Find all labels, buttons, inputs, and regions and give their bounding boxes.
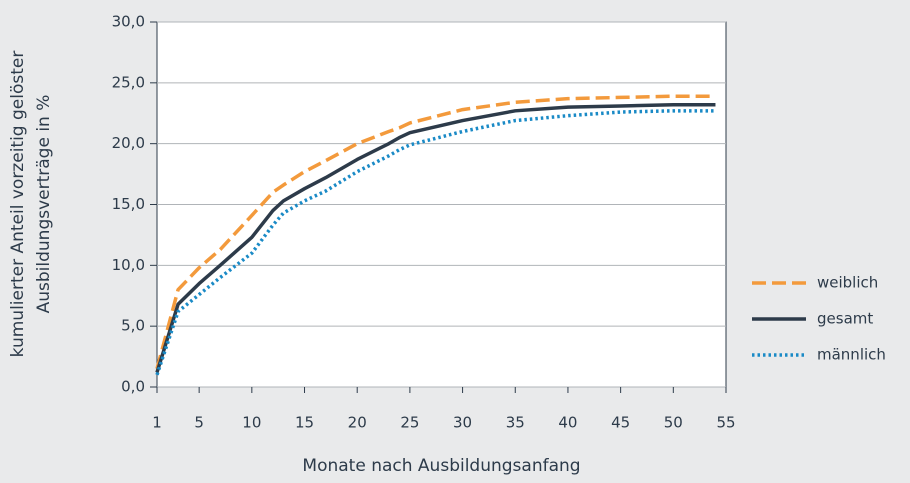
x-tick-label: 1	[152, 414, 162, 432]
y-tick-label: 0,0	[121, 378, 145, 396]
x-tick-label: 30	[453, 414, 472, 432]
y-tick-label: 15,0	[112, 195, 145, 213]
y-tick-label: 25,0	[112, 73, 145, 91]
series-line	[155, 102, 716, 373]
y-tick-label: 30,0	[112, 13, 145, 31]
y-axis-label: kumulierter Anteil vorzeitig gelöster	[8, 51, 28, 358]
x-axis-label: Monate nach Ausbildungsanfang	[302, 456, 580, 476]
legend-label: gesamt	[817, 310, 873, 328]
series-line	[155, 94, 716, 370]
x-tick-label: 55	[716, 414, 735, 432]
x-tick-label: 5	[194, 414, 204, 432]
x-tick-label: 20	[348, 414, 367, 432]
x-tick-label: 50	[664, 414, 683, 432]
legend-label: männlich	[817, 346, 886, 364]
y-tick-label: 20,0	[112, 134, 145, 152]
x-tick-label: 45	[611, 414, 630, 432]
y-axis-label: Ausbildungsverträge in %	[34, 95, 54, 314]
x-tick-label: 35	[506, 414, 525, 432]
x-tick-label: 25	[400, 414, 419, 432]
y-tick-label: 10,0	[112, 256, 145, 274]
x-tick-label: 10	[242, 414, 261, 432]
legend-label: weiblich	[817, 274, 878, 292]
y-tick-label: 5,0	[121, 317, 145, 335]
x-tick-label: 15	[295, 414, 314, 432]
x-tick-label: 40	[558, 414, 577, 432]
